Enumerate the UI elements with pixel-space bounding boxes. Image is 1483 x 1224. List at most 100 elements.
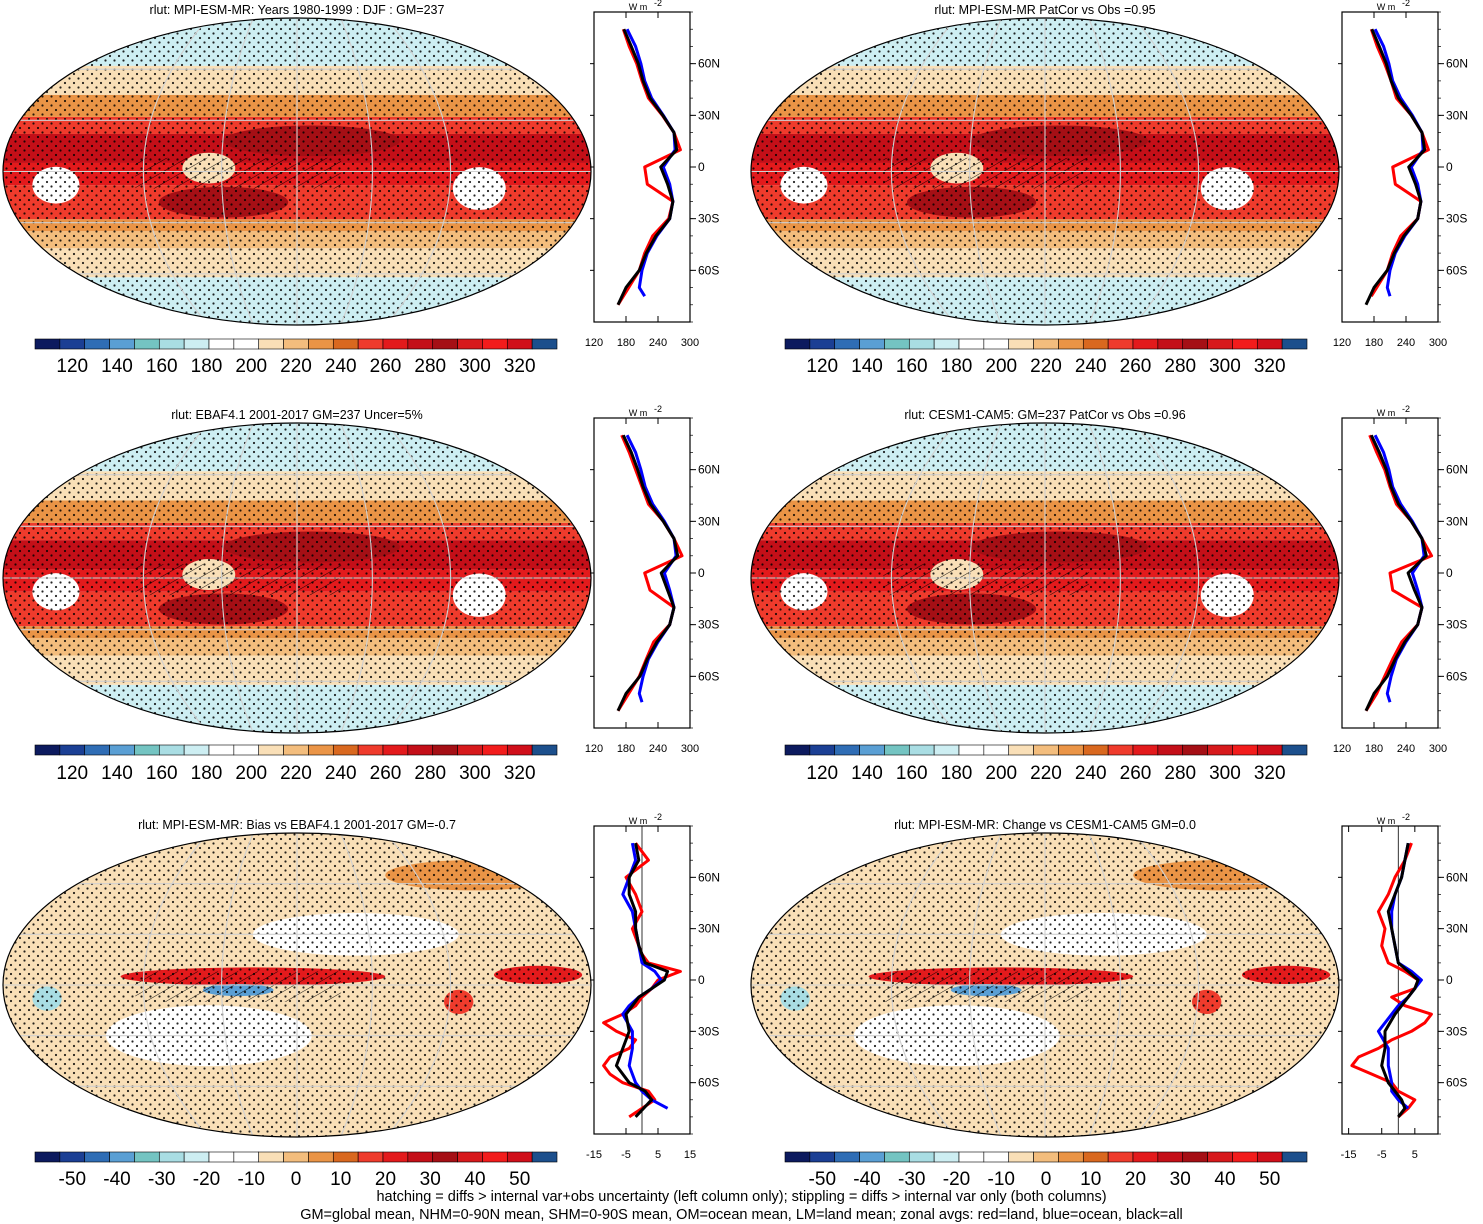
colorbar-swatch <box>1182 744 1208 756</box>
colorbar-0: 120 140 160 180 200 220 240 260 280 300 320 <box>34 338 558 377</box>
meridian-line <box>1133 423 1200 733</box>
lat-tick-label: 60S <box>698 263 719 277</box>
hatching-overlay <box>883 971 1090 1002</box>
colorbar-swatch <box>233 338 260 350</box>
colorbar-swatch <box>1256 744 1283 756</box>
lat-tick-label: 60S <box>698 1076 719 1090</box>
colorbar-swatch <box>834 744 860 756</box>
colorbar-tick-label: -30 <box>148 1169 175 1190</box>
map-title: rlut: MPI-ESM-MR PatCor vs Obs =0.95 <box>934 3 1155 17</box>
units-label: W m <box>1377 816 1396 826</box>
colorbar-swatch <box>183 1151 210 1163</box>
colorbar-swatch <box>983 338 1010 350</box>
colorbar-tick-label: 260 <box>1120 763 1152 784</box>
colorbar-swatch <box>884 338 910 350</box>
colorbar-swatch <box>84 338 110 350</box>
colorbar-swatch <box>1256 1151 1283 1163</box>
colorbar-swatch <box>332 338 359 350</box>
meridian-line <box>969 833 1002 1137</box>
colorbar-tick-label: 40 <box>1214 1169 1235 1190</box>
colorbar-swatch <box>809 1151 836 1163</box>
x-tick-label: -15 <box>1341 1149 1357 1161</box>
colorbar-swatch <box>983 744 1010 756</box>
colorbar-swatch <box>1207 1151 1233 1163</box>
profile-series-all <box>1364 434 1428 712</box>
colorbar-swatch <box>158 744 185 756</box>
colorbar-tick-label: 0 <box>291 1169 302 1190</box>
profile-series-all <box>614 842 670 1118</box>
meridian-line <box>1088 18 1121 325</box>
colorbar-swatch <box>432 1151 458 1163</box>
graticule <box>751 18 1339 325</box>
lat-tick-label: 0 <box>698 160 705 174</box>
meridian-line <box>385 423 452 733</box>
colorbar-swatch <box>908 1151 935 1163</box>
map-panel-4: rlut: EBAF4.1 2001-2017 GM=237 Uncer=5% <box>2 408 592 734</box>
colorbar-tick-label: 300 <box>459 763 491 784</box>
colorbar-tick-label: -20 <box>943 1169 970 1190</box>
colorbar-swatch <box>457 744 483 756</box>
colorbar-swatch <box>1207 744 1233 756</box>
lat-tick-label: 0 <box>1446 566 1453 580</box>
colorbar-tick-label: 200 <box>985 763 1017 784</box>
colorbar-tick-label: 300 <box>459 356 491 377</box>
colorbar-swatch <box>34 744 61 756</box>
colorbar-swatch <box>958 744 985 756</box>
meridian-line <box>1088 833 1121 1137</box>
map-title: rlut: EBAF4.1 2001-2017 GM=237 Uncer=5% <box>171 408 423 422</box>
x-tick-label: 300 <box>1429 743 1447 755</box>
profile-series-ocean <box>625 434 678 703</box>
colorbar-swatch <box>1182 1151 1208 1163</box>
colorbar-tick-label: 300 <box>1209 356 1241 377</box>
graticule <box>3 423 591 733</box>
x-tick-label: -15 <box>586 1149 602 1161</box>
colorbar-swatch <box>1182 338 1208 350</box>
meridian-line <box>1133 833 1200 1137</box>
units-superscript: -2 <box>654 812 662 822</box>
colorbar-swatch <box>784 338 811 350</box>
colorbar-swatch <box>983 1151 1010 1163</box>
meridian-line <box>385 18 452 325</box>
lat-tick-label: 30S <box>1446 1024 1467 1038</box>
colorbar-swatch <box>908 338 935 350</box>
colorbar-swatch <box>531 744 558 756</box>
lat-tick-label: 0 <box>698 973 705 987</box>
colorbar-swatch <box>1132 338 1159 350</box>
colorbar-swatch <box>908 744 935 756</box>
lat-tick-label: 60S <box>698 669 719 683</box>
colorbar-tick-label: -40 <box>853 1169 880 1190</box>
footer-note-legend: GM=global mean, NHM=0-90N mean, SHM=0-90… <box>300 1207 1183 1223</box>
x-tick-label: 240 <box>649 337 667 349</box>
graticule <box>3 18 591 325</box>
colorbar-swatch <box>34 338 61 350</box>
meridian-line <box>1133 18 1200 325</box>
colorbar-swatch <box>208 1151 235 1163</box>
colorbar-swatch <box>482 338 508 350</box>
meridian-line <box>1088 423 1121 733</box>
colorbar-swatch <box>1232 1151 1258 1163</box>
colorbar-tick-label: -30 <box>898 1169 925 1190</box>
meridian-line <box>142 18 209 325</box>
lat-tick-label: 60N <box>1446 870 1468 884</box>
colorbar-swatch <box>933 338 960 350</box>
colorbar-swatch <box>1107 744 1134 756</box>
map-panel-6: rlut: CESM1-CAM5: GM=237 PatCor vs Obs =… <box>750 408 1340 734</box>
colorbar-swatch <box>1157 1151 1184 1163</box>
colorbar-swatch <box>258 1151 284 1163</box>
zonal-profile-1: 60N 30N 0 30S 60S 120 180 240 300 W m -2 <box>585 0 720 349</box>
x-tick-label: 120 <box>585 743 603 755</box>
x-tick-label: 240 <box>1397 743 1415 755</box>
colorbar-tick-label: 200 <box>235 356 267 377</box>
meridian-line <box>221 423 254 733</box>
profile-frame <box>1341 825 1439 1135</box>
colorbar-tick-label: 200 <box>985 356 1017 377</box>
map-panel-8: rlut: MPI-ESM-MR: Bias vs EBAF4.1 2001-2… <box>2 818 592 1138</box>
colorbar-swatch <box>183 744 210 756</box>
profile-series-all <box>1364 28 1427 306</box>
x-tick-label: 180 <box>1365 743 1383 755</box>
x-tick-label: 15 <box>684 1149 696 1161</box>
lat-tick-label: 60N <box>698 870 720 884</box>
meridian-line <box>969 18 1002 325</box>
colorbar-tick-label: 180 <box>191 763 223 784</box>
